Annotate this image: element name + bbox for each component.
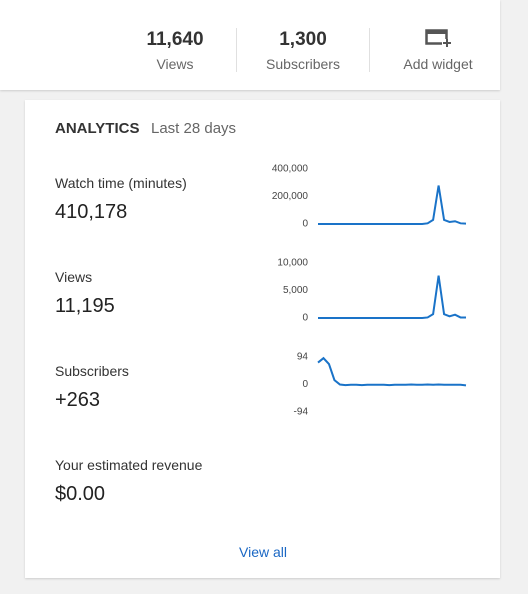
stat-value: 1,300 [279,29,327,50]
stat-label: Subscribers [266,56,340,72]
separator [369,28,370,72]
analytics-period: Last 28 days [151,120,237,137]
stat-value: 11,640 [146,29,204,50]
y-tick-label: 0 [302,379,308,390]
y-tick-label: 5,000 [283,285,308,296]
metric-label: Subscribers [55,363,129,379]
metric-value: $0.00 [55,483,106,505]
y-tick-label: 10,000 [277,258,308,269]
metric-value: 11,195 [55,295,115,317]
sparkline-line [318,185,467,225]
sparkline: 94 0 -94 [294,352,467,418]
y-tick-label: -94 [294,407,309,418]
analytics-card: ANALYTICS Last 28 days View all Watch ti… [25,100,500,578]
separator [236,28,237,72]
sparkline: 10,000 5,000 0 [277,258,466,324]
y-tick-label: 0 [302,219,308,230]
sparkline-line [318,275,466,319]
sparkline-line [317,356,467,387]
metric-label: Watch time (minutes) [55,175,187,191]
sparkline: 400,000 200,000 0 [272,164,467,230]
y-tick-label: 0 [302,313,308,324]
view-all-link[interactable]: View all [239,544,287,560]
stat-label: Views [156,56,194,72]
metric-value: 410,178 [55,201,128,223]
metric-label: Your estimated revenue [55,457,203,473]
y-tick-label: 200,000 [272,191,309,202]
metric-value: +263 [55,389,101,411]
y-tick-label: 94 [297,352,309,363]
add-widget-icon[interactable] [425,27,452,47]
stats-card: 11,640 Views 1,300 Subscribers Add widge… [0,0,500,90]
add-widget-label[interactable]: Add widget [403,56,473,72]
y-tick-label: 400,000 [272,164,309,175]
analytics-title: ANALYTICS [55,120,140,137]
metric-label: Views [55,269,93,285]
